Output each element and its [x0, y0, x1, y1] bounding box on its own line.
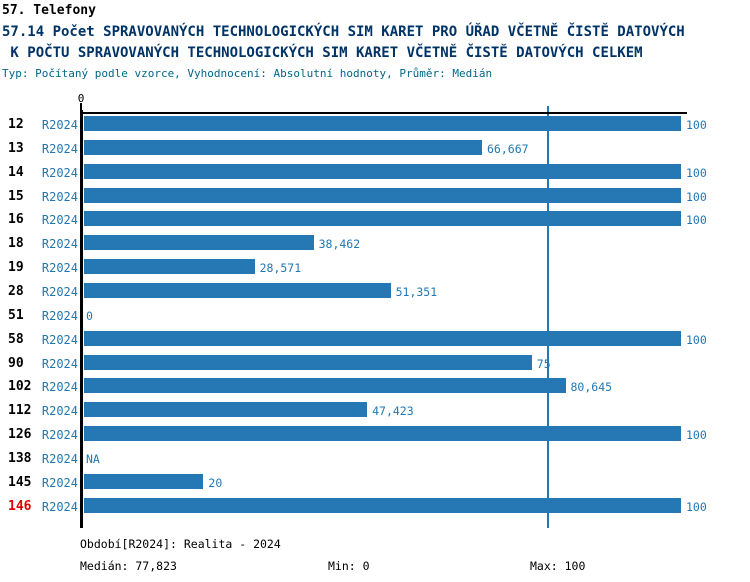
org-id-label: 13: [8, 140, 24, 156]
period-label: R2024: [41, 356, 78, 371]
value-bar: [84, 187, 681, 203]
org-id-label: 51: [8, 307, 24, 323]
chart-row: 146 R2024 100: [0, 497, 750, 514]
footer-min: Min: 0: [328, 559, 370, 573]
chart-row: 18 R2024 38,462: [0, 235, 750, 251]
period-label: R2024: [41, 475, 78, 490]
value-label: 66,667: [487, 141, 529, 156]
y-axis-line: [80, 110, 83, 528]
footer-max: Max: 100: [530, 559, 586, 573]
chart-row: 19 R2024 28,571: [0, 259, 750, 275]
value-bar: [84, 497, 681, 513]
org-id-label: 19: [8, 260, 24, 276]
value-bar: [84, 139, 482, 155]
value-bar: [84, 473, 204, 489]
value-label: 100: [686, 165, 707, 180]
value-label: 100: [686, 213, 707, 228]
value-label: 47,423: [372, 404, 414, 419]
indicator-title-line1: 57.14 Počet SPRAVOVANÝCH TECHNOLOGICKÝCH…: [2, 24, 685, 40]
chart-row: 58 R2024 100: [0, 330, 750, 347]
value-label: 100: [686, 499, 707, 514]
value-bar: [84, 259, 255, 275]
value-bar: [84, 163, 681, 179]
chart-row: 51 R2024 0: [0, 307, 750, 323]
value-bar: [84, 354, 532, 370]
median-reference-line: [546, 106, 549, 528]
value-label: 100: [686, 118, 707, 132]
value-label: 51,351: [395, 285, 438, 299]
value-label: 20: [208, 475, 223, 490]
org-id-label: 16: [8, 212, 24, 228]
period-label: R2024: [41, 261, 78, 276]
value-label: 75: [536, 356, 551, 371]
chart-row: 90 R2024 75: [0, 354, 750, 371]
org-id-label: 58: [8, 331, 24, 347]
period-label: R2024: [41, 237, 78, 252]
chart-row: 138 R2024 NA: [0, 450, 750, 466]
indicator-title-line2: K POČTU SPRAVOVANÝCH TECHNOLOGICKÝCH SIM…: [2, 45, 643, 61]
x-axis-zero-tick: [80, 103, 82, 111]
chart-row: 28 R2024 51,351: [0, 283, 750, 299]
period-label: R2024: [41, 451, 78, 466]
org-id-label: 90: [8, 355, 24, 371]
value-label: 100: [686, 332, 707, 347]
org-id-label: 138: [8, 450, 32, 466]
chart-row: 126 R2024 100: [0, 426, 750, 442]
org-id-label: 18: [8, 236, 24, 252]
period-label: R2024: [41, 332, 78, 347]
value-bar: [84, 211, 681, 227]
org-id-label: 28: [8, 284, 24, 299]
indicator-subtitle: Typ: Počítaný podle vzorce, Vyhodnocení:…: [2, 67, 493, 80]
period-label: R2024: [41, 118, 78, 132]
chart-row: 13 R2024 66,667: [0, 139, 750, 156]
value-label: 100: [686, 189, 707, 204]
value-label: NA: [86, 451, 100, 466]
chart-row: 14 R2024 100: [0, 163, 750, 180]
org-id-label: 14: [8, 164, 24, 180]
period-label: R2024: [41, 189, 78, 204]
footer-period: Období[R2024]: Realita - 2024: [80, 537, 281, 551]
chart-row: 12 R2024 100: [0, 116, 750, 132]
period-label: R2024: [41, 428, 78, 443]
value-label: 80,645: [570, 380, 613, 395]
value-bar: [84, 283, 391, 298]
value-bar: [84, 330, 681, 346]
org-id-label: 12: [8, 117, 24, 132]
value-label: 100: [686, 428, 707, 443]
value-label: 38,462: [318, 237, 361, 252]
period-label: R2024: [41, 380, 78, 395]
period-label: R2024: [41, 165, 78, 180]
org-id-label: 145: [8, 474, 32, 490]
chart-row: 102 R2024 80,645: [0, 378, 750, 394]
x-axis-zero-tick-label: 0: [77, 92, 85, 105]
org-id-label: 112: [8, 403, 32, 419]
value-bar: [84, 235, 314, 251]
period-label: R2024: [41, 499, 78, 514]
x-axis-line: [80, 112, 687, 114]
period-label: R2024: [41, 308, 78, 323]
chart-row: 15 R2024 100: [0, 187, 750, 204]
footer-median: Medián: 77,823: [80, 559, 177, 573]
chart-row: 145 R2024 20: [0, 473, 750, 490]
org-id-label: 15: [8, 188, 24, 204]
org-id-label: 126: [8, 427, 32, 443]
value-bar: [84, 426, 681, 442]
value-bar: [84, 116, 681, 131]
chart-row: 112 R2024 47,423: [0, 402, 750, 418]
section-title: 57. Telefony: [2, 3, 96, 18]
period-label: R2024: [41, 285, 78, 299]
org-id-label: 102: [8, 379, 32, 395]
value-label: 28,571: [259, 261, 302, 276]
period-label: R2024: [41, 141, 78, 156]
value-bar: [84, 378, 566, 394]
value-bar: [84, 402, 368, 418]
org-id-label: 146: [8, 498, 32, 514]
period-label: R2024: [41, 404, 78, 419]
period-label: R2024: [41, 213, 78, 228]
chart-row: 16 R2024 100: [0, 211, 750, 227]
value-label: 0: [86, 308, 93, 323]
